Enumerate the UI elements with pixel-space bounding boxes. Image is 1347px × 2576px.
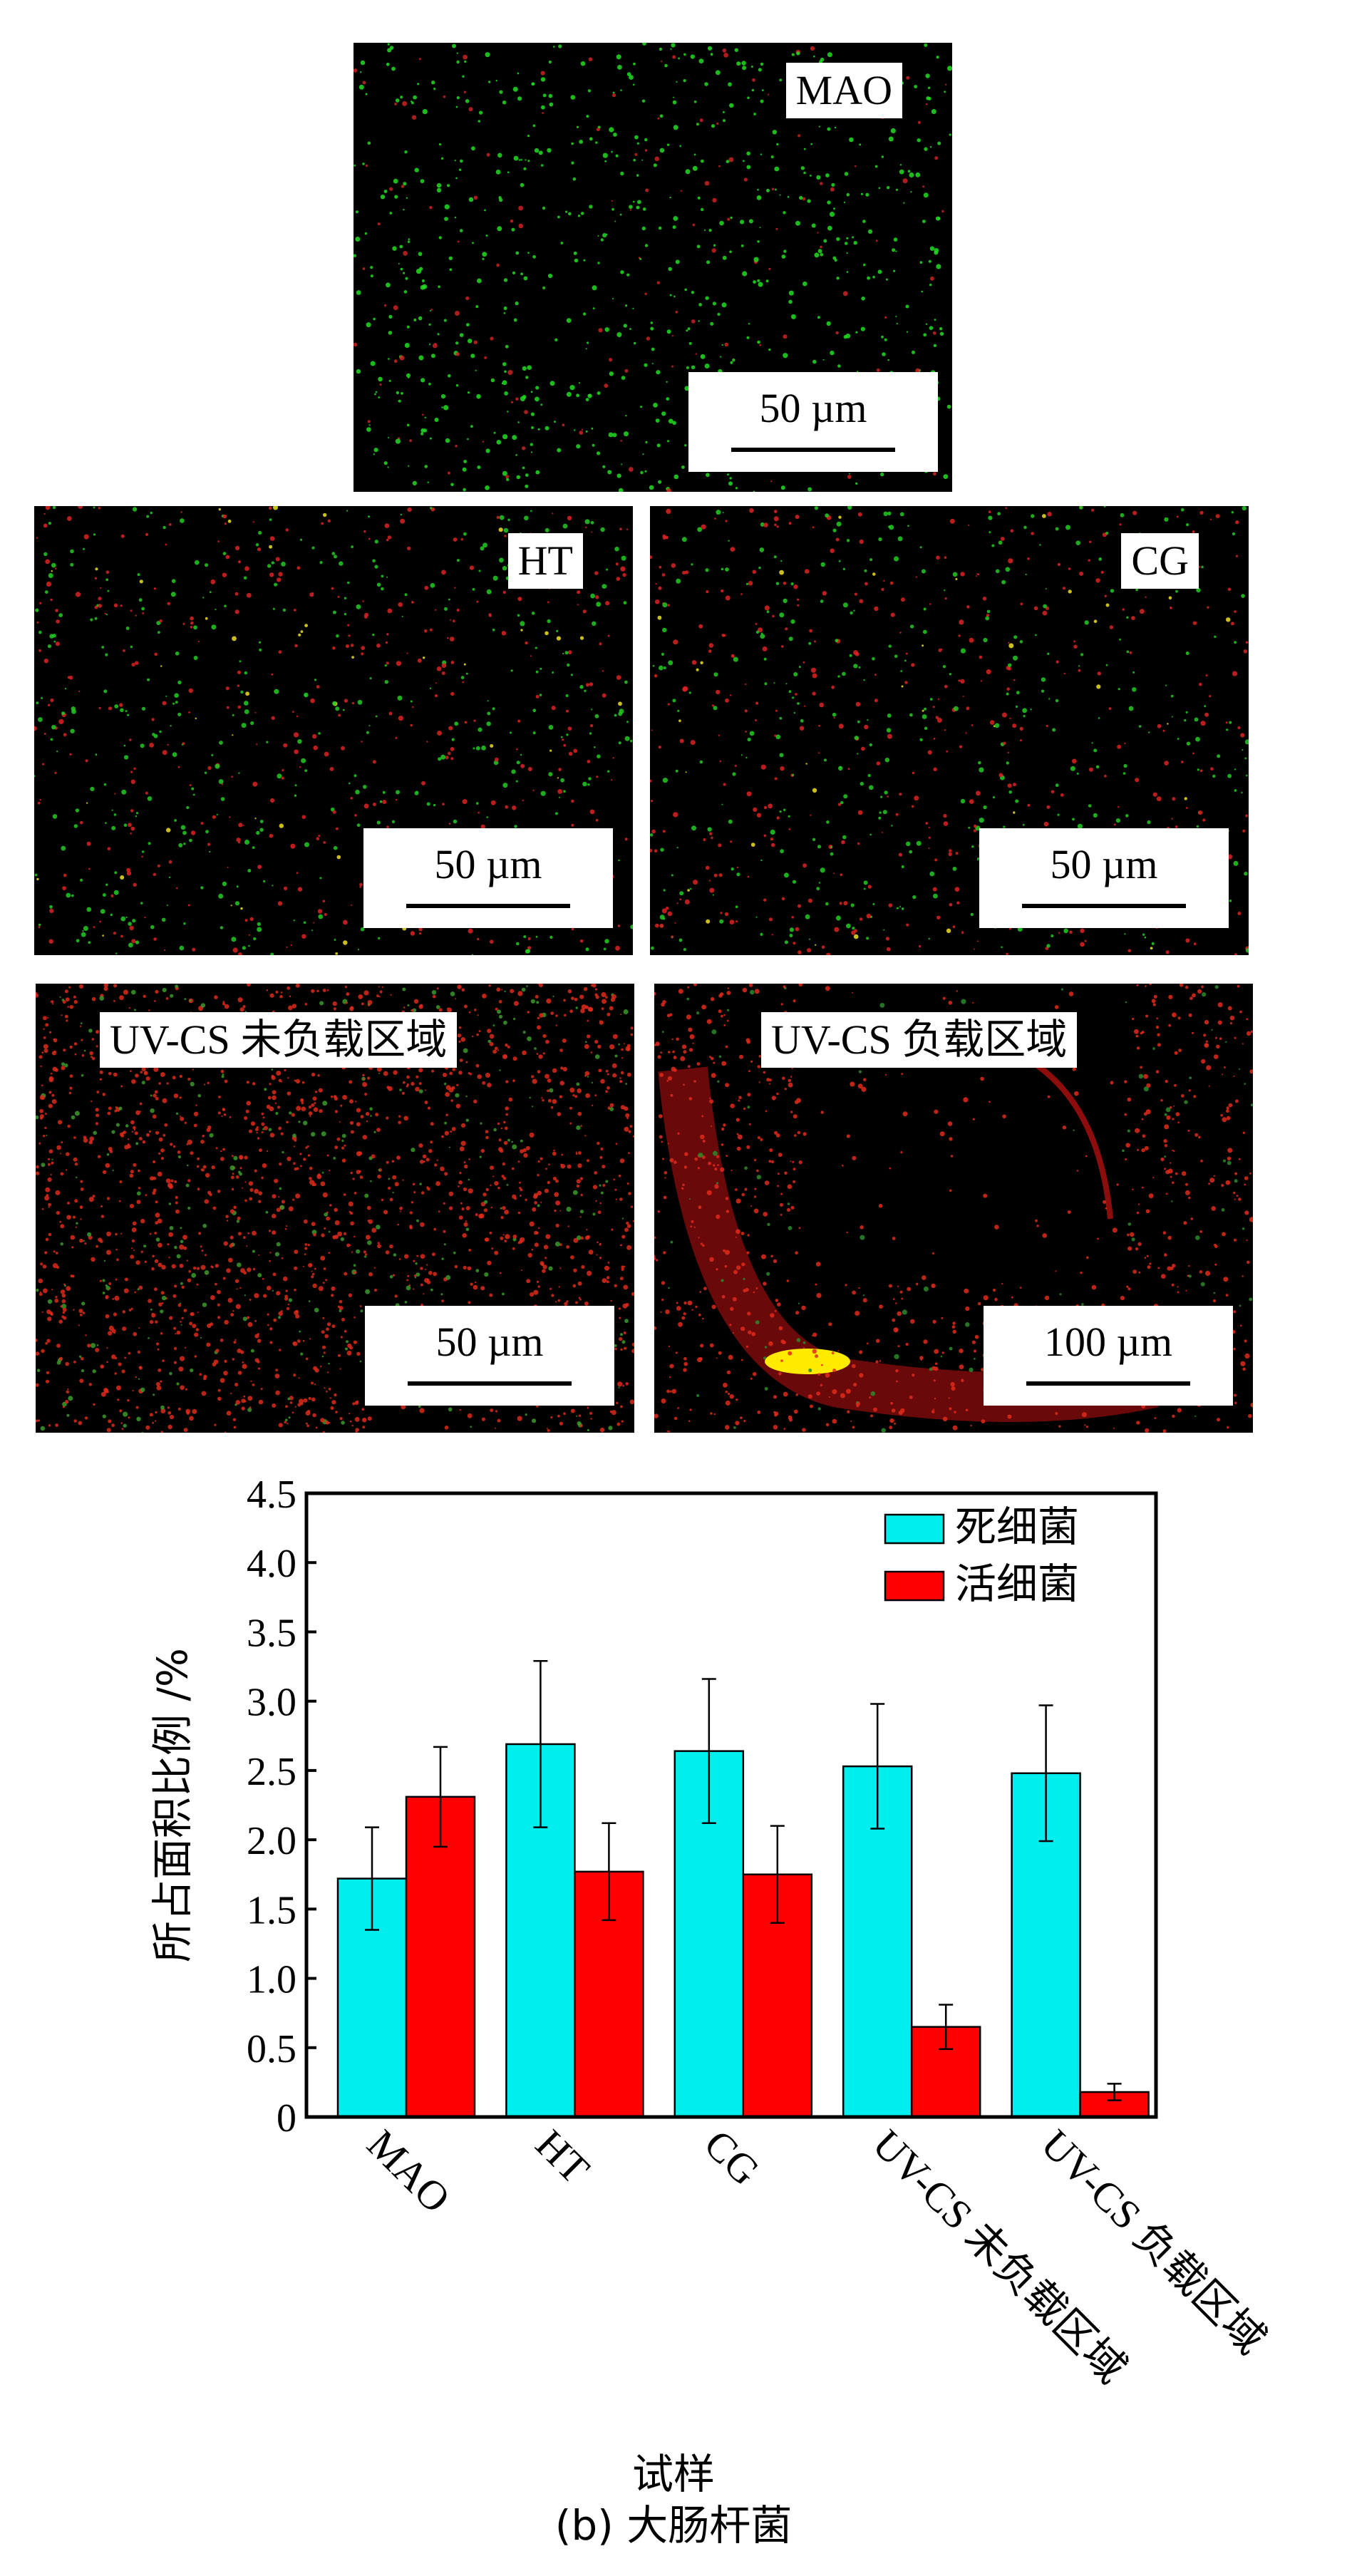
scalebar-text: 50 µm (688, 388, 938, 429)
legend-swatch (885, 1515, 944, 1543)
y-tick-label: 3.0 (247, 1681, 296, 1725)
x-tick-label: MAO (358, 2121, 460, 2222)
x-axis-title: 试样 (0, 2452, 1347, 2498)
micrograph-cg: CG 50 µm (650, 506, 1249, 955)
micrograph-uvcs-loaded: UV-CS 负载区域 100 µm (654, 984, 1253, 1433)
micrograph-mao-scalebar: 50 µm (688, 372, 938, 472)
micrograph-cg-scalebar: 50 µm (979, 828, 1229, 928)
micrograph-uvcs-loaded-scalebar: 100 µm (984, 1306, 1233, 1406)
y-tick-label: 0.5 (247, 2027, 296, 2071)
y-tick-label: 1.0 (247, 1958, 296, 2002)
scalebar-text: 100 µm (984, 1322, 1233, 1363)
bar-chart: 00.51.01.52.02.53.03.54.04.5 MAO HT CG UV-C… (0, 1447, 1347, 2473)
micrograph-mao-label: MAO (786, 63, 902, 118)
micrograph-uvcs-unloaded-scalebar: 50 µm (365, 1306, 614, 1406)
figure-subtitle: (b) 大肠杆菌 (0, 2503, 1347, 2549)
scalebar-text: 50 µm (363, 844, 613, 885)
scalebar-line (406, 904, 570, 908)
y-tick-label: 4.0 (247, 1542, 296, 1586)
y-tick-label: 4.5 (247, 1473, 296, 1517)
legend-swatch (885, 1572, 944, 1600)
y-tick-label: 1.5 (247, 1888, 296, 1932)
x-tick-label: HT (527, 2121, 599, 2193)
micrograph-uvcs-loaded-label: UV-CS 负载区域 (761, 1012, 1077, 1068)
micrograph-cg-label: CG (1121, 533, 1199, 589)
scalebar-line (1026, 1381, 1190, 1386)
micrograph-uvcs-unloaded-label: UV-CS 未负载区域 (100, 1012, 457, 1068)
micrograph-ht-label: HT (508, 533, 583, 589)
legend-label: 活细菌 (955, 1560, 1079, 1608)
y-tick-label: 2.5 (247, 1750, 296, 1794)
micrograph-ht: HT 50 µm (34, 506, 633, 955)
y-tick-label: 2.0 (247, 1819, 296, 1863)
legend-label: 死细菌 (955, 1503, 1079, 1551)
bars-layer (338, 1661, 1149, 2117)
scalebar-text: 50 µm (365, 1322, 614, 1363)
micrograph-ht-scalebar: 50 µm (363, 828, 613, 928)
micrograph-uvcs-unloaded: UV-CS 未负载区域 50 µm (36, 984, 634, 1433)
x-tick-label: CG (696, 2121, 769, 2194)
scalebar-line (731, 448, 895, 452)
y-tick-label: 3.5 (247, 1611, 296, 1655)
scalebar-line (1022, 904, 1186, 908)
y-tick-label: 0 (277, 2096, 296, 2140)
scalebar-text: 50 µm (979, 844, 1229, 885)
scalebar-line (408, 1381, 572, 1386)
micrograph-mao: MAO 50 µm (353, 43, 952, 492)
y-axis-label: 所占面积比例 /% (148, 1648, 197, 1962)
